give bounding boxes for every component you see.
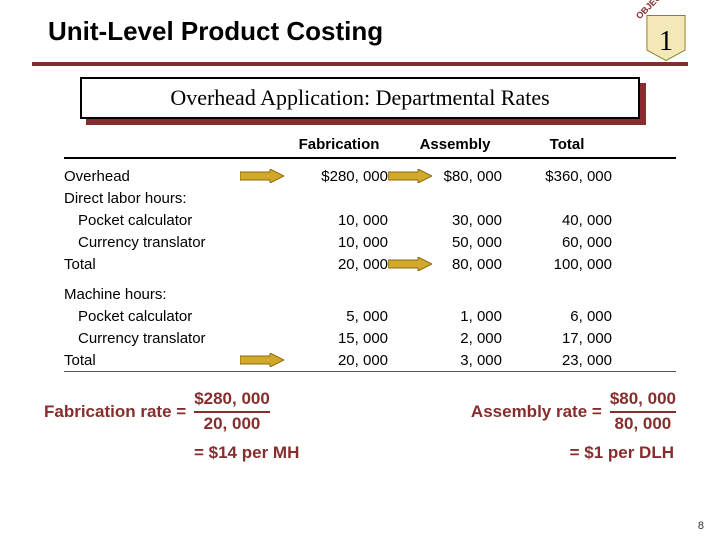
assembly-rate: Assembly rate = $80, 000 80, 000: [471, 390, 676, 433]
table-header-row: Fabrication Assembly Total: [64, 133, 676, 155]
table-row: Overhead $280, 000 $80, 000 $360, 000: [64, 165, 676, 187]
arrow-icon: [240, 353, 284, 367]
row-label: Pocket calculator: [64, 308, 280, 325]
cell: 1, 000: [398, 308, 512, 325]
cell: 20, 000: [280, 352, 398, 369]
arrow-icon: [388, 257, 432, 271]
rate-denominator: 80, 000: [615, 415, 672, 434]
cell: 50, 000: [398, 234, 512, 251]
col-total: Total: [512, 136, 622, 153]
badge-number: 1: [640, 26, 692, 58]
cell: 17, 000: [512, 330, 622, 347]
title-underline: [32, 62, 688, 66]
table-row: Total 20, 000 80, 000 100, 000: [64, 253, 676, 275]
row-label: Total: [64, 256, 280, 273]
objective-badge: OBJECTIVE 1: [640, 12, 692, 64]
cell: 23, 000: [512, 352, 622, 369]
table-row: Currency translator 15, 000 2, 000 17, 0…: [64, 327, 676, 349]
row-label: Direct labor hours:: [64, 190, 280, 207]
fabrication-result: = $14 per MH: [194, 443, 299, 463]
page-number: 8: [698, 520, 704, 532]
col-fabrication: Fabrication: [280, 136, 398, 153]
assembly-result: = $1 per DLH: [570, 443, 674, 463]
cell: 20, 000: [280, 256, 398, 273]
arrow-icon: [240, 169, 284, 183]
cell: 3, 000: [398, 352, 512, 369]
fabrication-rate: Fabrication rate = $280, 000 20, 000: [44, 390, 270, 433]
cell: 15, 000: [280, 330, 398, 347]
cell: $360, 000: [512, 168, 622, 185]
table-row: Total 20, 000 3, 000 23, 000: [64, 349, 676, 371]
cell: 100, 000: [512, 256, 622, 273]
cell: 2, 000: [398, 330, 512, 347]
row-label: Currency translator: [64, 234, 280, 251]
row-label: Currency translator: [64, 330, 280, 347]
cell: 40, 000: [512, 212, 622, 229]
cell: 10, 000: [280, 212, 398, 229]
cell: 5, 000: [280, 308, 398, 325]
data-table: Fabrication Assembly Total Overhead $280…: [64, 133, 676, 372]
table-row: Pocket calculator 5, 000 1, 000 6, 000: [64, 305, 676, 327]
table-row: Direct labor hours:: [64, 187, 676, 209]
rate-label: Assembly rate =: [471, 402, 602, 422]
row-label: Pocket calculator: [64, 212, 280, 229]
table-row: Machine hours:: [64, 283, 676, 305]
table-row: Currency translator 10, 000 50, 000 60, …: [64, 231, 676, 253]
col-assembly: Assembly: [398, 136, 512, 153]
cell: 10, 000: [280, 234, 398, 251]
row-label: Machine hours:: [64, 286, 280, 303]
subheading-banner: Overhead Application: Departmental Rates: [80, 77, 640, 119]
rate-denominator: 20, 000: [204, 415, 261, 434]
rate-label: Fabrication rate =: [44, 402, 186, 422]
subheading-text: Overhead Application: Departmental Rates: [80, 77, 640, 119]
page-title: Unit-Level Product Costing: [48, 16, 383, 47]
cell: $280, 000: [280, 168, 398, 185]
cell: 60, 000: [512, 234, 622, 251]
cell: 6, 000: [512, 308, 622, 325]
table-row: Pocket calculator 10, 000 30, 000 40, 00…: [64, 209, 676, 231]
rate-numerator: $280, 000: [194, 390, 270, 409]
arrow-icon: [388, 169, 432, 183]
rate-numerator: $80, 000: [610, 390, 676, 409]
cell: 30, 000: [398, 212, 512, 229]
